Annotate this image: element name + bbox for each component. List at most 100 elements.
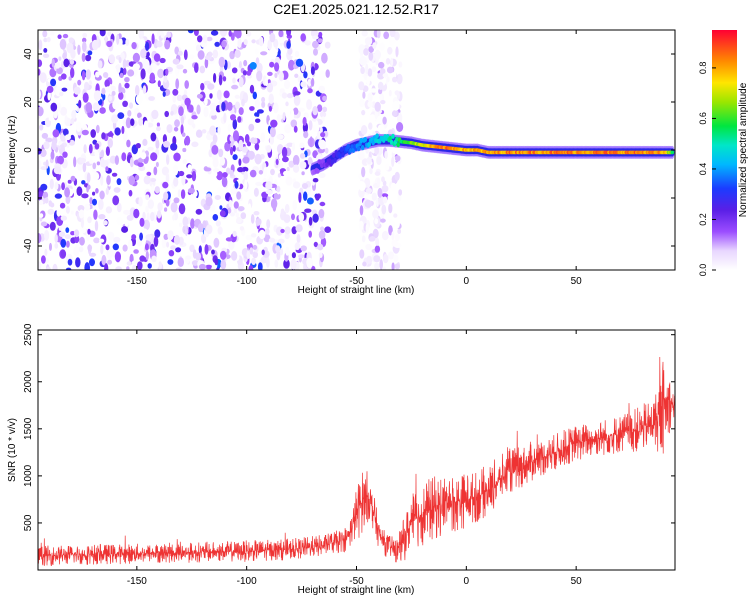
noise-speckle — [173, 177, 179, 187]
ridge-core — [330, 159, 335, 165]
noise-speckle — [146, 171, 152, 176]
noise-speckle — [319, 201, 326, 207]
noise-speckle — [374, 245, 381, 253]
noise-speckle — [44, 248, 48, 256]
noise-speckle — [247, 203, 252, 213]
noise-speckle — [61, 73, 67, 80]
noise-speckle — [204, 167, 212, 172]
y-tick-label: 0 — [23, 147, 34, 153]
snr-y-axis-label: SNR (10 * v/v) — [7, 418, 18, 482]
noise-speckle — [122, 244, 128, 252]
noise-speckle — [80, 138, 84, 146]
noise-speckle — [112, 243, 120, 251]
noise-speckle — [374, 49, 381, 60]
noise-speckle — [101, 254, 107, 266]
noise-speckle — [197, 223, 204, 233]
noise-speckle — [78, 99, 82, 109]
noise-speckle — [318, 172, 326, 178]
noise-speckle — [235, 212, 240, 218]
noise-speckle — [73, 246, 80, 257]
noise-speckle — [293, 125, 298, 133]
noise-speckle — [62, 52, 67, 60]
noise-speckle — [107, 31, 112, 37]
noise-speckle — [153, 53, 161, 62]
noise-speckle — [155, 161, 159, 168]
noise-speckle — [282, 156, 289, 163]
noise-speckle — [290, 109, 295, 120]
noise-speckle — [123, 68, 127, 75]
noise-speckle — [318, 85, 326, 94]
noise-speckle — [184, 97, 191, 106]
noise-speckle — [283, 170, 291, 177]
noise-speckle — [362, 261, 367, 267]
noise-speckle — [173, 197, 180, 204]
noise-speckle — [81, 226, 87, 234]
noise-speckle — [165, 68, 169, 76]
x-tick-label: 50 — [571, 276, 583, 287]
noise-speckle — [126, 261, 132, 266]
noise-speckle — [93, 237, 100, 244]
noise-speckle — [241, 98, 245, 107]
x-tick-label: 50 — [571, 576, 583, 587]
noise-speckle — [394, 171, 400, 181]
noise-speckle — [200, 82, 205, 91]
colorbar-tick-label: 0.6 — [698, 112, 708, 125]
noise-speckle — [375, 116, 383, 123]
noise-speckle — [303, 191, 308, 201]
noise-speckle — [391, 262, 395, 270]
noise-speckle — [82, 162, 87, 173]
noise-speckle — [372, 42, 377, 49]
noise-speckle — [93, 209, 98, 220]
noise-speckle — [212, 134, 218, 144]
noise-speckle — [150, 132, 157, 142]
noise-speckle — [236, 216, 242, 224]
noise-speckle — [253, 211, 260, 216]
noise-speckle — [222, 76, 227, 82]
noise-speckle — [249, 247, 254, 255]
noise-speckle — [77, 205, 85, 212]
noise-speckle — [116, 217, 124, 226]
noise-speckle — [303, 71, 308, 79]
noise-speckle — [312, 40, 319, 49]
noise-speckle — [59, 38, 67, 50]
x-tick-label: -50 — [349, 576, 364, 587]
noise-speckle — [221, 176, 228, 188]
noise-speckle — [272, 102, 279, 114]
noise-speckle — [291, 142, 296, 151]
noise-speckle — [85, 102, 93, 113]
noise-speckle — [186, 174, 193, 179]
noise-speckle — [311, 77, 315, 87]
noise-speckle — [227, 207, 232, 214]
noise-speckle — [227, 124, 232, 132]
noise-speckle — [84, 262, 90, 270]
noise-speckle — [105, 146, 110, 157]
noise-speckle — [312, 35, 319, 40]
noise-speckle — [251, 257, 256, 265]
noise-speckle — [73, 156, 77, 168]
noise-speckle — [38, 199, 44, 206]
noise-speckle — [39, 213, 44, 219]
noise-speckle — [246, 250, 251, 259]
noise-speckle — [208, 51, 213, 58]
noise-speckle — [263, 167, 268, 178]
noise-speckle — [111, 114, 119, 124]
noise-speckle — [159, 57, 166, 64]
spectrogram-y-ticks: -40 -20 0 20 40 — [23, 48, 675, 253]
noise-speckle — [195, 129, 203, 138]
noise-speckle — [137, 261, 143, 270]
noise-speckle — [184, 80, 189, 89]
noise-speckle — [106, 132, 114, 137]
noise-speckle — [138, 117, 144, 126]
noise-speckle — [258, 36, 264, 47]
noise-speckle — [182, 216, 189, 227]
noise-speckle — [379, 259, 384, 270]
noise-speckle — [65, 227, 70, 233]
noise-speckle — [374, 101, 381, 112]
noise-speckle — [322, 95, 327, 102]
noise-speckle — [64, 187, 70, 198]
noise-speckle — [61, 182, 65, 191]
noise-speckle — [89, 252, 97, 257]
noise-speckle — [118, 82, 122, 94]
noise-speckle — [313, 48, 318, 56]
noise-speckle — [205, 224, 213, 235]
